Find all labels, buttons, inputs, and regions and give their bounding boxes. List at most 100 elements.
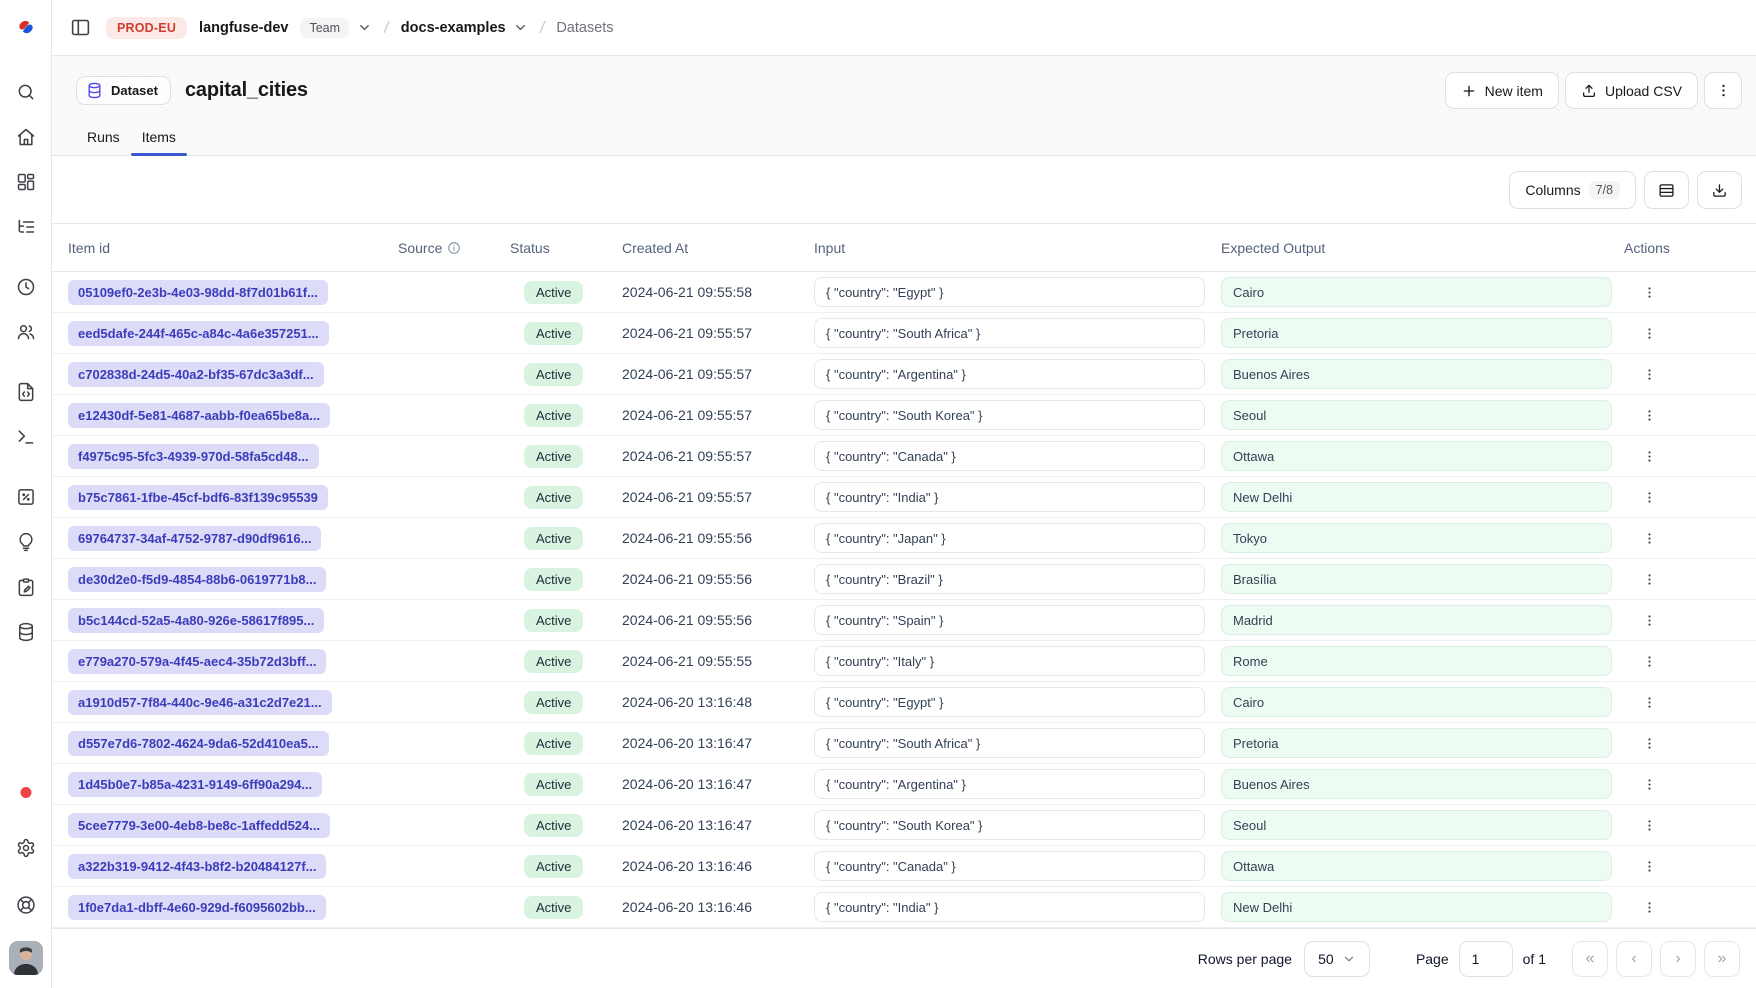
table-row[interactable]: 05109ef0-2e3b-4e03-98dd-8f7d01b61f... Ac… xyxy=(52,272,1756,313)
last-page-button[interactable]: » xyxy=(1704,941,1740,977)
users-icon[interactable] xyxy=(16,322,36,342)
table-row[interactable]: b75c7861-1fbe-45cf-bdf6-83f139c95539 Act… xyxy=(52,477,1756,518)
item-id-link[interactable]: 05109ef0-2e3b-4e03-98dd-8f7d01b61f... xyxy=(68,280,328,305)
recording-indicator[interactable] xyxy=(20,787,31,798)
project-chevron-down-icon[interactable] xyxy=(513,20,528,35)
prompts-icon[interactable] xyxy=(16,382,36,402)
table-row[interactable]: c702838d-24d5-40a2-bf35-67dc3a3df... Act… xyxy=(52,354,1756,395)
table-row[interactable]: d557e7d6-7802-4624-9da6-52d410ea5... Act… xyxy=(52,723,1756,764)
created-at-cell: 2024-06-21 09:55:55 xyxy=(622,653,814,669)
item-id-link[interactable]: a322b319-9412-4f43-b8f2-b20484127f... xyxy=(68,854,326,879)
rows-per-page-select[interactable]: 50 xyxy=(1304,941,1370,977)
row-actions-button[interactable] xyxy=(1636,402,1662,428)
item-id-link[interactable]: eed5dafe-244f-465c-a84c-4a6e357251... xyxy=(68,321,329,346)
created-at-cell: 2024-06-20 13:16:47 xyxy=(622,735,814,751)
row-actions-button[interactable] xyxy=(1636,689,1662,715)
row-actions-button[interactable] xyxy=(1636,279,1662,305)
sidebar-toggle-icon[interactable] xyxy=(66,14,94,42)
table-row[interactable]: e12430df-5e81-4687-aabb-f0ea65be8a... Ac… xyxy=(52,395,1756,436)
tab-runs[interactable]: Runs xyxy=(76,119,131,155)
item-id-link[interactable]: d557e7d6-7802-4624-9da6-52d410ea5... xyxy=(68,731,329,756)
export-button[interactable] xyxy=(1697,171,1742,209)
row-actions-button[interactable] xyxy=(1636,730,1662,756)
table-row[interactable]: eed5dafe-244f-465c-a84c-4a6e357251... Ac… xyxy=(52,313,1756,354)
project-name[interactable]: docs-examples xyxy=(401,20,528,36)
table-row[interactable]: 1f0e7da1-dbff-4e60-929d-f6095602bb... Ac… xyxy=(52,887,1756,928)
row-actions-button[interactable] xyxy=(1636,361,1662,387)
table-row[interactable]: a1910d57-7f84-440c-9e46-a31c2d7e21... Ac… xyxy=(52,682,1756,723)
sessions-icon[interactable] xyxy=(16,277,36,297)
search-icon[interactable] xyxy=(16,82,36,102)
kebab-menu-icon xyxy=(1642,490,1657,505)
organization-name[interactable]: langfuse-dev xyxy=(199,20,288,36)
item-id-link[interactable]: 1f0e7da1-dbff-4e60-929d-f6095602bb... xyxy=(68,895,326,920)
playground-icon[interactable] xyxy=(16,427,36,447)
item-id-link[interactable]: 69764737-34af-4752-9787-d90df9616... xyxy=(68,526,321,551)
table-row[interactable]: a322b319-9412-4f43-b8f2-b20484127f... Ac… xyxy=(52,846,1756,887)
table-row[interactable]: 1d45b0e7-b85a-4231-9149-6ff90a294... Act… xyxy=(52,764,1756,805)
column-header-actions: Actions xyxy=(1624,240,1740,256)
row-actions-button[interactable] xyxy=(1636,812,1662,838)
item-id-link[interactable]: f4975c95-5fc3-4939-970d-58fa5cd48... xyxy=(68,444,319,469)
item-id-link[interactable]: de30d2e0-f5d9-4854-88b6-0619771b8... xyxy=(68,567,326,592)
input-cell: { "country": "Argentina" } xyxy=(814,769,1205,799)
row-actions-button[interactable] xyxy=(1636,484,1662,510)
tab-items[interactable]: Items xyxy=(131,119,187,155)
annotation-queues-icon[interactable] xyxy=(16,577,36,597)
row-actions-button[interactable] xyxy=(1636,648,1662,674)
row-height-button[interactable] xyxy=(1644,171,1689,209)
upload-csv-button[interactable]: Upload CSV xyxy=(1565,72,1698,109)
first-page-button[interactable]: « xyxy=(1572,941,1608,977)
kebab-menu-icon xyxy=(1642,654,1657,669)
kebab-menu-icon xyxy=(1642,408,1657,423)
info-icon[interactable] xyxy=(447,241,461,255)
item-id-link[interactable]: 5cee7779-3e00-4eb8-be8c-1affedd524... xyxy=(68,813,330,838)
header-more-actions-button[interactable] xyxy=(1704,72,1742,109)
row-actions-button[interactable] xyxy=(1636,320,1662,346)
expected-output-cell: Seoul xyxy=(1221,400,1612,430)
org-chevron-down-icon[interactable] xyxy=(357,20,372,35)
table-row[interactable]: b5c144cd-52a5-4a80-926e-58617f895... Act… xyxy=(52,600,1756,641)
row-actions-button[interactable] xyxy=(1636,853,1662,879)
breadcrumb-section[interactable]: Datasets xyxy=(556,20,613,36)
langfuse-logo-icon[interactable] xyxy=(15,16,37,38)
row-actions-button[interactable] xyxy=(1636,525,1662,551)
item-id-link[interactable]: a1910d57-7f84-440c-9e46-a31c2d7e21... xyxy=(68,690,332,715)
table-row[interactable]: de30d2e0-f5d9-4854-88b6-0619771b8... Act… xyxy=(52,559,1756,600)
input-cell: { "country": "Egypt" } xyxy=(814,277,1205,307)
sidebar xyxy=(0,0,52,988)
table-row[interactable]: e779a270-579a-4f45-aec4-35b72d3bff... Ac… xyxy=(52,641,1756,682)
item-id-link[interactable]: c702838d-24d5-40a2-bf35-67dc3a3df... xyxy=(68,362,324,387)
previous-page-button[interactable]: ‹ xyxy=(1616,941,1652,977)
row-actions-button[interactable] xyxy=(1636,443,1662,469)
home-icon[interactable] xyxy=(16,127,36,147)
table-row[interactable]: f4975c95-5fc3-4939-970d-58fa5cd48... Act… xyxy=(52,436,1756,477)
new-item-button[interactable]: New item xyxy=(1445,72,1559,109)
item-id-link[interactable]: b5c144cd-52a5-4a80-926e-58617f895... xyxy=(68,608,324,633)
breadcrumb-separator: / xyxy=(538,17,545,37)
page-number-input[interactable] xyxy=(1459,941,1513,977)
row-actions-button[interactable] xyxy=(1636,607,1662,633)
row-actions-button[interactable] xyxy=(1636,771,1662,797)
table-row[interactable]: 5cee7779-3e00-4eb8-be8c-1affedd524... Ac… xyxy=(52,805,1756,846)
dashboards-icon[interactable] xyxy=(16,172,36,192)
item-id-link[interactable]: 1d45b0e7-b85a-4231-9149-6ff90a294... xyxy=(68,772,322,797)
scores-icon[interactable] xyxy=(16,487,36,507)
created-at-cell: 2024-06-21 09:55:56 xyxy=(622,612,814,628)
row-actions-button[interactable] xyxy=(1636,566,1662,592)
support-icon[interactable] xyxy=(16,895,36,915)
datasets-icon[interactable] xyxy=(16,622,36,642)
tracing-icon[interactable] xyxy=(16,217,36,237)
item-id-link[interactable]: e12430df-5e81-4687-aabb-f0ea65be8a... xyxy=(68,403,330,428)
created-at-cell: 2024-06-21 09:55:56 xyxy=(622,571,814,587)
row-actions-button[interactable] xyxy=(1636,894,1662,920)
input-cell: { "country": "Spain" } xyxy=(814,605,1205,635)
columns-button[interactable]: Columns 7/8 xyxy=(1509,171,1636,209)
item-id-link[interactable]: b75c7861-1fbe-45cf-bdf6-83f139c95539 xyxy=(68,485,328,510)
item-id-link[interactable]: e779a270-579a-4f45-aec4-35b72d3bff... xyxy=(68,649,326,674)
table-row[interactable]: 69764737-34af-4752-9787-d90df9616... Act… xyxy=(52,518,1756,559)
evaluation-icon[interactable] xyxy=(16,532,36,552)
user-avatar[interactable] xyxy=(9,941,43,975)
next-page-button[interactable]: › xyxy=(1660,941,1696,977)
settings-icon[interactable] xyxy=(16,838,36,858)
